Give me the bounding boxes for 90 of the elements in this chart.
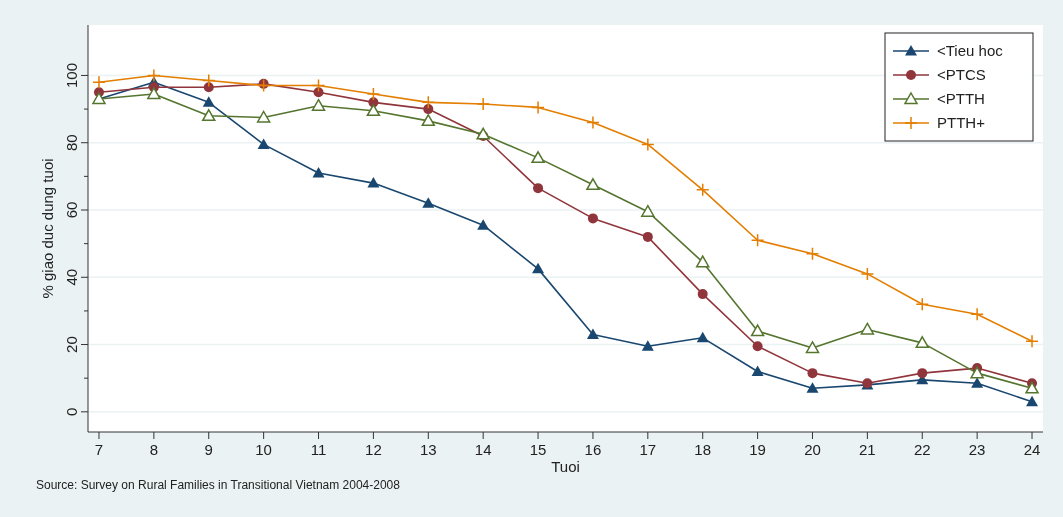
point: [423, 104, 434, 115]
point: [806, 382, 819, 393]
point: [915, 336, 929, 349]
point: [860, 322, 875, 335]
point: [202, 109, 216, 122]
x-tick-label: 13: [419, 441, 437, 458]
point: [915, 297, 929, 311]
legend-label: PTTH+: [937, 114, 986, 131]
point: [586, 178, 600, 191]
y-axis-title: % giao duc dung tuoi: [39, 158, 56, 299]
x-tick-label: 23: [968, 441, 986, 458]
x-tick-label: 11: [310, 441, 327, 458]
point: [203, 82, 214, 93]
y-tick-label: 40: [63, 268, 80, 286]
point: [750, 324, 765, 337]
point: [202, 73, 216, 88]
point: [695, 255, 710, 268]
point: [917, 368, 928, 379]
point: [1026, 395, 1039, 407]
point: [586, 115, 600, 130]
x-tick-label: 20: [804, 441, 821, 458]
x-tick-label: 15: [529, 441, 547, 458]
point: [805, 341, 820, 354]
source-note: Source: Survey on Rural Families in Transitional Vietnam 2004-2008: [36, 478, 401, 492]
point: [641, 204, 655, 217]
point: [807, 368, 818, 379]
point: [256, 110, 271, 123]
point: [1025, 334, 1039, 348]
x-tick-label: 7: [94, 441, 104, 458]
point: [805, 246, 820, 261]
point: [421, 95, 436, 110]
x-tick-label: 16: [584, 441, 602, 458]
point: [695, 183, 710, 197]
x-tick-label: 24: [1023, 441, 1041, 458]
point: [970, 307, 984, 322]
y-tick-label: 20: [63, 336, 80, 353]
y-tick-label: 100: [63, 62, 80, 88]
point: [366, 104, 381, 117]
point: [970, 366, 984, 379]
point: [1025, 381, 1039, 394]
point: [147, 87, 161, 100]
x-tick-label: 21: [859, 441, 876, 458]
point: [860, 267, 875, 281]
point: [313, 87, 324, 98]
x-tick-label: 9: [204, 441, 213, 458]
x-tick-label: 10: [255, 441, 272, 458]
legend-label: <Tieu hoc: [937, 42, 1004, 59]
point: [696, 331, 709, 343]
y-tick-label: 80: [63, 134, 80, 152]
point: [92, 75, 106, 89]
point: [531, 100, 545, 115]
x-tick-label: 14: [474, 441, 492, 458]
x-tick-label: 8: [149, 441, 159, 458]
point: [642, 231, 653, 242]
point: [641, 340, 654, 351]
point: [202, 96, 215, 107]
x-tick-label: 19: [749, 441, 766, 458]
point: [311, 98, 326, 111]
point: [641, 137, 655, 152]
point: [311, 78, 326, 93]
point: [477, 219, 490, 230]
x-tick-label: 17: [639, 441, 657, 458]
point: [752, 341, 763, 352]
point: [532, 262, 545, 274]
x-tick-label: 22: [913, 441, 931, 458]
legend-label: <PTCS: [937, 66, 986, 83]
point: [422, 197, 435, 208]
point: [587, 213, 598, 224]
y-tick-label: 0: [63, 407, 80, 416]
point: [750, 233, 765, 248]
point: [476, 97, 490, 111]
point: [421, 114, 436, 127]
point: [751, 365, 764, 376]
point: [586, 328, 599, 339]
point: [971, 377, 984, 388]
point: [366, 87, 381, 101]
x-axis-title: Tuoi: [551, 458, 580, 475]
point: [697, 289, 708, 300]
point: [312, 167, 325, 178]
y-tick-label: 60: [63, 201, 80, 219]
point: [531, 151, 545, 164]
point: [257, 138, 270, 149]
point: [476, 127, 490, 140]
x-tick-label: 12: [365, 441, 382, 458]
point: [367, 177, 380, 188]
legend-label: <PTTH: [937, 90, 985, 107]
point: [256, 78, 271, 93]
point: [533, 183, 544, 194]
x-tick-label: 18: [694, 441, 712, 458]
point: [147, 68, 161, 83]
